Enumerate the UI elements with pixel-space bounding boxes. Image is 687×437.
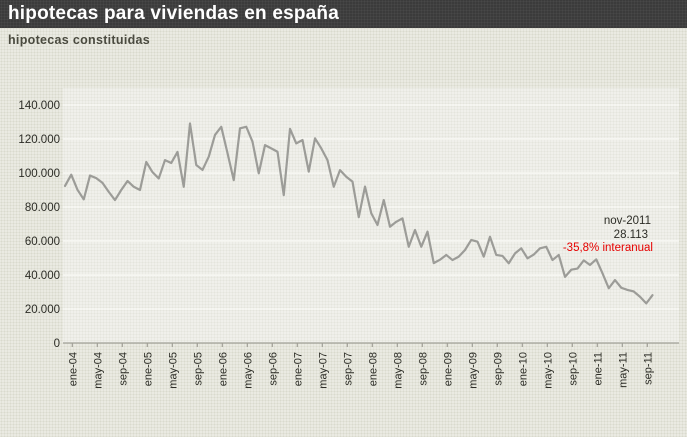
x-axis-tick-label: sep-11 xyxy=(642,352,654,385)
chart-subtitle: hipotecas constituidas xyxy=(8,33,151,47)
y-axis-tick-label: 140.000 xyxy=(18,100,60,112)
x-axis-tick-label: sep-09 xyxy=(492,352,504,386)
series-line xyxy=(63,122,654,305)
x-axis-tick-label: ene-07 xyxy=(292,352,304,386)
window-title-bar: hipotecas para viviendas en españa xyxy=(0,0,687,28)
x-axis-tick-label: ene-11 xyxy=(592,352,604,385)
page-title: hipotecas para viviendas en españa xyxy=(8,3,339,24)
y-axis-tick-label: 0 xyxy=(54,338,60,350)
x-axis-tick-label: ene-10 xyxy=(517,352,529,386)
x-axis-tick-label: may-07 xyxy=(317,352,329,389)
plot-area xyxy=(63,88,679,343)
x-axis-tick-label: ene-06 xyxy=(217,352,229,386)
x-axis-tick-label: ene-04 xyxy=(67,352,79,386)
y-axis-tick-label: 20.000 xyxy=(25,304,60,316)
x-axis-tick-label: sep-08 xyxy=(417,352,429,386)
x-axis-tick-label: may-05 xyxy=(167,352,179,389)
x-axis-tick-label: may-06 xyxy=(242,352,254,389)
x-axis-tick-label: sep-05 xyxy=(192,352,204,386)
gridlines xyxy=(63,104,679,310)
x-axis-tick-label: ene-08 xyxy=(367,352,379,386)
y-axis-tick-label: 60.000 xyxy=(25,236,60,248)
y-axis-tick-label: 80.000 xyxy=(25,202,60,214)
x-axis-tick-label: may-10 xyxy=(542,352,554,389)
x-axis-tick-label: may-09 xyxy=(467,352,479,389)
mortgages-data-line xyxy=(63,122,654,305)
y-axis-tick-label: 100.000 xyxy=(18,168,60,180)
annotation: nov-2011 28.113-35,8% interanual xyxy=(563,215,653,254)
annotation-yoy-change: -35,8% interanual xyxy=(563,242,653,254)
x-axis-tick-label: ene-05 xyxy=(142,352,154,386)
x-axis-tick-label: may-04 xyxy=(92,352,104,389)
x-axis-tick-label: sep-07 xyxy=(342,352,354,386)
annotation-value: 28.113 xyxy=(614,229,648,241)
x-axis-tick-label: may-11 xyxy=(617,352,629,388)
x-axis-tick-label: ene-09 xyxy=(442,352,454,386)
x-axis-tick-label: sep-04 xyxy=(117,352,129,386)
x-axis-tick-label: sep-06 xyxy=(267,352,279,386)
annotation-date: nov-2011 xyxy=(604,215,651,227)
x-axis-tick-label: may-08 xyxy=(392,352,404,389)
y-axis-tick-label: 40.000 xyxy=(25,270,60,282)
y-axis-tick-label: 120.000 xyxy=(18,134,60,146)
y-axis-labels: 0 20.000 40.000 60.000 80.000 100.000 120.000 1… xyxy=(18,100,60,350)
x-axis-tick-label: sep-10 xyxy=(567,352,579,386)
x-axis: ene-04 may-04 sep-04 ene-05 may-05 sep-05 ene-… xyxy=(63,342,679,389)
